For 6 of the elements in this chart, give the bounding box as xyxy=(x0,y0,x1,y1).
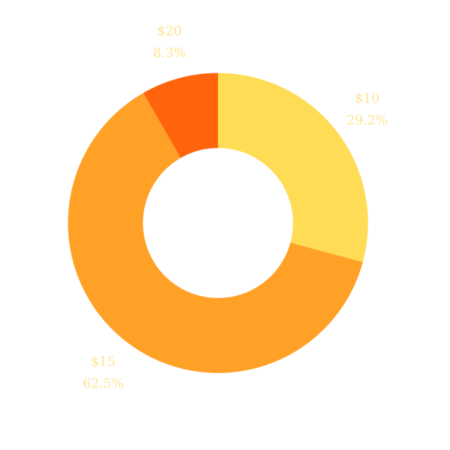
slice-label: $10 xyxy=(356,92,379,104)
data-label: 8.3% xyxy=(154,48,186,58)
data-label: 29.2% xyxy=(348,114,388,125)
slice-label: $20 xyxy=(158,25,182,38)
data-label: 62.5% xyxy=(84,378,124,388)
slice-label: $15 xyxy=(92,356,115,368)
